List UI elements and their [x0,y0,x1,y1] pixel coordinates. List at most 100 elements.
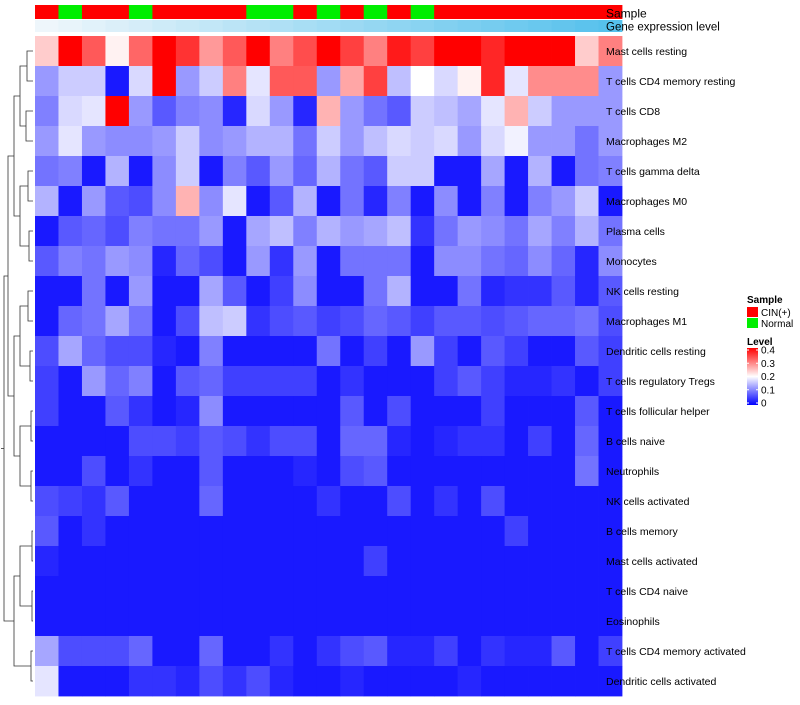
heatmap-cell [410,186,435,217]
level-legend-tick-label: 0 [761,399,767,410]
dendrogram-branch [13,335,20,457]
heatmap-cell [152,96,177,127]
heatmap-cell [528,666,552,697]
level-legend-title: Level [747,337,773,348]
heatmap-cell [410,426,435,457]
heatmap-cell [58,486,83,517]
heatmap-cell [363,186,388,217]
heatmap-cell [410,246,435,277]
heatmap-cell [457,576,482,607]
heatmap-cell [35,396,59,427]
heatmap-cell [293,636,318,667]
heatmap-cell [35,666,59,697]
heatmap-cell [105,366,130,397]
heatmap-cell [222,636,247,667]
heatmap-cell [575,66,599,97]
heatmap-cell [128,96,153,127]
heatmap-cell [81,66,106,97]
heatmap-cell [598,246,623,277]
heatmap-cell [128,36,153,67]
heatmap-cell [58,546,83,577]
heatmap-cell [316,426,341,457]
heatmap-cell [58,366,83,397]
dendrogram-branch [19,305,30,367]
row-label: NK cells activated [606,496,690,508]
heatmap-cell [222,156,247,187]
heatmap-cell [293,306,318,337]
heatmap-cell [340,606,365,637]
heatmap-cell [504,306,529,337]
heatmap-cell [316,486,341,517]
heatmap-cell [152,486,177,517]
heatmap-cell [387,306,412,337]
heatmap-cell [269,426,294,457]
track-1-cell [551,20,576,32]
track-1-cell [575,20,599,32]
heatmap-cell [434,36,459,67]
track-0-cell [575,5,599,19]
heatmap-cell [293,216,318,247]
heatmap-cell [81,366,106,397]
track-1-cell [457,20,482,32]
heatmap-cell [363,606,388,637]
heatmap-cell [58,426,83,457]
heatmap-cell [175,186,200,217]
heatmap-cell [551,666,576,697]
heatmap-cell [481,396,505,427]
heatmap-cell [175,156,200,187]
heatmap-cell [363,366,388,397]
heatmap-cell [199,336,224,367]
heatmap-cell [81,96,106,127]
heatmap-cell [128,366,153,397]
heatmap-cell [105,486,130,517]
heatmap-cell [105,426,130,457]
heatmap-cell [105,606,130,637]
track-0-cell [35,5,59,19]
heatmap-cell [35,576,59,607]
heatmap-cell [340,246,365,277]
heatmap-cell [269,246,294,277]
heatmap-cell [199,516,224,547]
track-0-cell [363,5,388,19]
heatmap-cell [598,636,623,667]
heatmap-cell [128,426,153,457]
heatmap-cell [269,546,294,577]
heatmap-cell [528,186,552,217]
heatmap-cell [105,306,130,337]
row-label: T cells regulatory Tregs [606,376,715,388]
heatmap-cell [387,336,412,367]
dendrogram-branch [27,170,33,202]
heatmap-cell [81,216,106,247]
heatmap-cell [222,276,247,307]
track-1-cell [81,20,106,32]
heatmap-cell [410,456,435,487]
heatmap-cell [434,606,459,637]
heatmap-cell [269,396,294,427]
heatmap-cell [340,516,365,547]
heatmap-cell [387,666,412,697]
heatmap-cell [316,636,341,667]
heatmap-cell [528,246,552,277]
heatmap-cell [58,636,83,667]
heatmap-cell [105,456,130,487]
heatmap-cell [340,486,365,517]
heatmap-cell [575,336,599,367]
heatmap-cell [551,186,576,217]
heatmap-cell [363,66,388,97]
heatmap-cell [269,336,294,367]
track-0-cell [551,5,576,19]
track-0-cell [457,5,482,19]
heatmap-cell [222,186,247,217]
heatmap-cell [128,456,153,487]
heatmap-cell [58,516,83,547]
heatmap-cell [340,66,365,97]
heatmap-cell [410,576,435,607]
heatmap-cell [481,426,505,457]
heatmap-cell [293,126,318,157]
heatmap-cell [434,66,459,97]
dendrogram-branch [30,470,33,502]
heatmap-cell [293,516,318,547]
heatmap-cell [128,336,153,367]
heatmap-cell [35,606,59,637]
